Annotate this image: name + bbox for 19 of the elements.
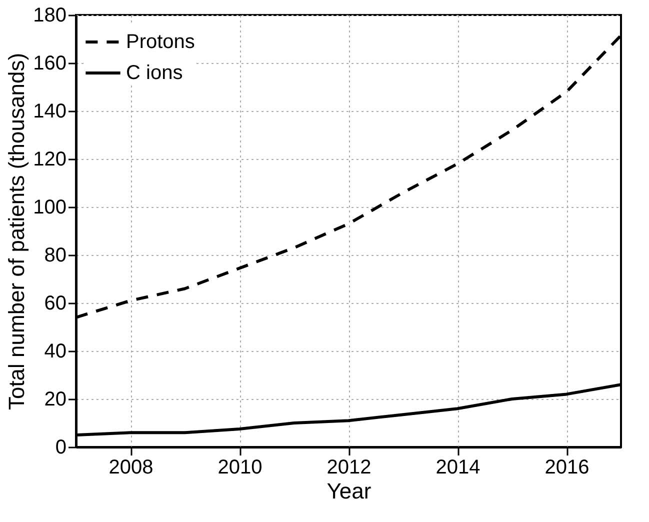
x-tick-label: 2016 [544,456,590,478]
y-tick-label: 180 [33,4,66,26]
x-tick-label: 2010 [218,456,262,478]
legend-label: Protons [126,31,195,53]
y-tick-label: 60 [44,292,66,314]
y-tick-label: 0 [55,436,66,458]
x-tick-label: 2008 [108,456,154,478]
y-tick-label: 140 [33,100,66,122]
y-tick-label: 40 [44,340,66,362]
x-tick-label: 2014 [436,456,480,478]
y-tick-label: 20 [44,388,66,410]
y-tick-label: 160 [33,52,66,74]
legend-label: C ions [126,62,183,84]
x-axis-title: Year [326,478,372,504]
x-tick-label: 2012 [326,456,372,478]
y-tick-label: 120 [33,148,66,170]
y-tick-label: 80 [44,244,66,266]
y-tick-label: 100 [33,196,66,218]
y-axis-title: Total number of patients (thousands) [4,52,30,410]
